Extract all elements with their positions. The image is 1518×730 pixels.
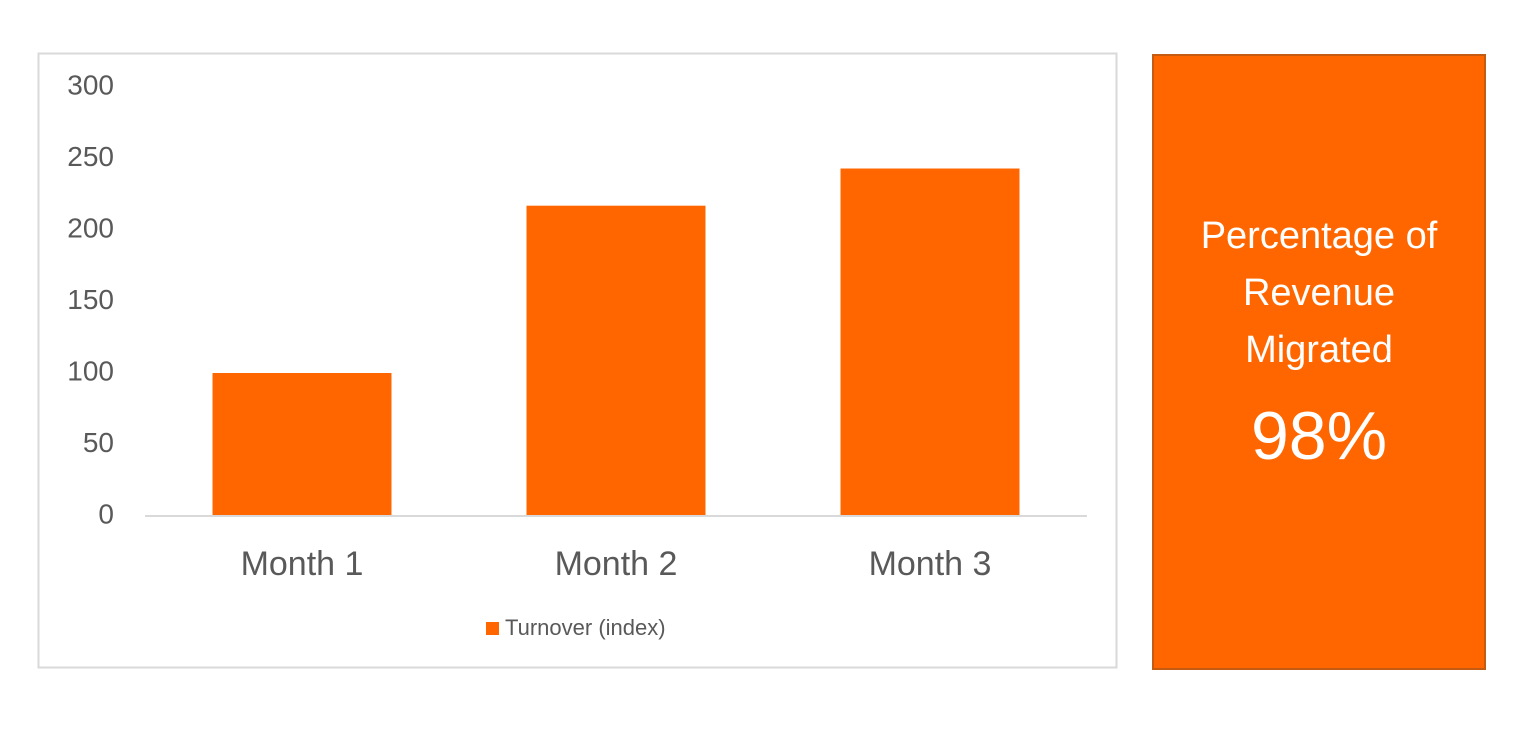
kpi-value: 98%	[1250, 398, 1388, 474]
y-tick-label: 100	[67, 355, 114, 386]
y-tick-label: 300	[67, 69, 114, 100]
x-tick-label: Month 2	[555, 545, 678, 583]
bar	[526, 205, 706, 516]
kpi-card: Percentage of Revenue Migrated 98%	[1152, 54, 1486, 670]
y-tick-label: 50	[83, 427, 114, 458]
bar	[212, 373, 392, 516]
kpi-label: Percentage of Revenue Migrated	[1200, 215, 1438, 371]
y-tick-label: 200	[67, 212, 114, 243]
y-tick-label: 250	[67, 141, 114, 172]
legend-swatch	[486, 622, 499, 635]
legend-label: Turnover (index)	[505, 615, 666, 640]
y-tick-label: 0	[98, 498, 114, 529]
x-tick-label: Month 3	[869, 545, 992, 583]
bar	[840, 168, 1020, 516]
chart: 0 50 100 150 200 250 300 Month 1 Month 2 Month 3 T…	[37, 52, 1118, 669]
x-tick-label: Month 1	[241, 545, 364, 583]
y-tick-label: 150	[67, 284, 114, 315]
